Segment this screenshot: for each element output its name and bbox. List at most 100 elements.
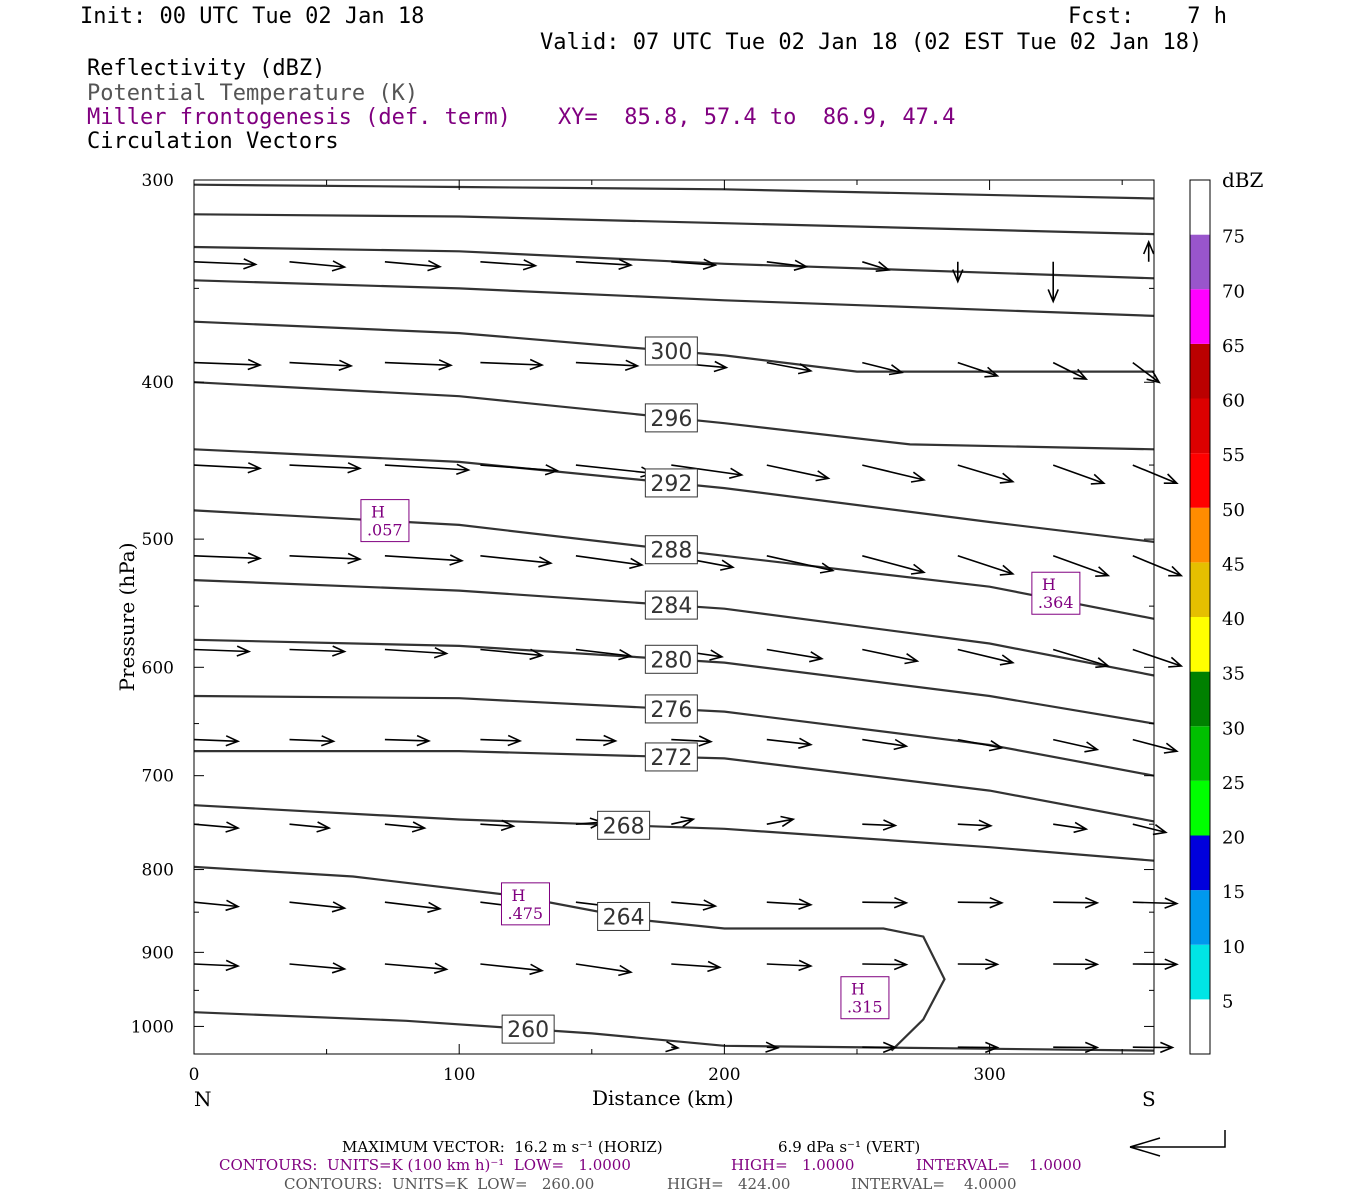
reference-vector — [1129, 1130, 1226, 1157]
colorbar-label: 50 — [1222, 500, 1245, 521]
fronto-max-value: .315 — [847, 998, 883, 1017]
forecast-hour: Fcst: 7 h — [1068, 4, 1227, 29]
fronto-max-2: H.364 — [1031, 571, 1081, 615]
circulation-vector — [1132, 897, 1179, 909]
colorbar-unit: dBZ — [1222, 168, 1264, 192]
fronto-max-label: H — [371, 503, 385, 522]
colorbar-swatch — [1190, 453, 1210, 508]
colorbar-swatch — [1190, 617, 1210, 672]
colorbar-swatch — [1190, 507, 1210, 563]
circulation-vector — [671, 735, 713, 747]
circulation-vector — [384, 463, 471, 476]
colorbar-swatch — [1190, 944, 1210, 1000]
circulation-vector — [480, 963, 545, 976]
y-tick-label: 700 — [142, 767, 174, 787]
y-tick-label: 1000 — [131, 1017, 174, 1037]
circulation-vector — [384, 359, 453, 371]
circulation-vector — [862, 648, 920, 665]
contour-label-260: 260 — [501, 1014, 555, 1044]
contour-label-268: 268 — [597, 810, 651, 840]
y-axis-label: Pressure (hPa) — [115, 542, 139, 692]
theta-contour-276 — [193, 694, 1155, 777]
circulation-vector — [384, 259, 442, 272]
plot-frame — [193, 179, 1155, 1055]
colorbar-label: 75 — [1222, 227, 1245, 248]
axes: 300 400 500 600 700 800 900 1000 0 100 200 300 — [131, 171, 1154, 1085]
circulation-vector — [480, 819, 516, 832]
colorbar-swatch — [1190, 398, 1210, 454]
field-potential-temperature: Potential Temperature (K) — [87, 81, 419, 106]
fronto-contour-interval: INTERVAL= 1.0000 — [916, 1156, 1082, 1174]
colorbar-swatch — [1190, 671, 1210, 727]
y-tick-label: 300 — [142, 171, 174, 191]
circulation-vector — [384, 901, 442, 914]
theta-contour-280 — [193, 638, 1155, 725]
colorbar-swatch — [1190, 726, 1210, 781]
colorbar-label: 35 — [1222, 664, 1245, 685]
max-vector-horiz: MAXIMUM VECTOR: 16.2 m s⁻¹ (HORIZ) — [342, 1138, 663, 1156]
circulation-vector — [1132, 823, 1168, 836]
circulation-vector — [862, 261, 891, 272]
circulation-vector — [957, 555, 1015, 576]
south-label: S — [1142, 1087, 1156, 1111]
y-tick-label: 600 — [142, 658, 174, 678]
svg-text:292: 292 — [650, 472, 692, 497]
circulation-vector — [575, 359, 640, 372]
circulation-vector — [862, 958, 909, 971]
circulation-vector — [1053, 821, 1089, 834]
colorbar-label: 40 — [1222, 609, 1245, 630]
circulation-vector — [480, 358, 545, 371]
circulation-vector — [1047, 261, 1059, 304]
fronto-max-label: H — [511, 886, 525, 905]
circulation-vector — [957, 896, 1004, 909]
circulation-vector — [862, 819, 898, 831]
circulation-vector — [1132, 648, 1184, 668]
circulation-vector — [671, 464, 744, 479]
circulation-vector — [671, 960, 722, 973]
circulation-vector — [766, 555, 835, 574]
circulation-vector — [952, 261, 964, 284]
contour-label-288: 288 — [644, 535, 698, 565]
svg-text:272: 272 — [650, 746, 692, 771]
circulation-vector — [766, 815, 796, 828]
x-tick-label: 300 — [973, 1065, 1005, 1085]
field-circulation-vectors: Circulation Vectors — [87, 129, 339, 154]
fronto-max-label: H — [851, 980, 865, 999]
theta-contour-272 — [194, 750, 1155, 823]
x-tick-label: 100 — [443, 1065, 475, 1085]
svg-text:276: 276 — [650, 698, 692, 723]
circulation-vector — [193, 552, 263, 564]
theta-contour-unlabeled-2 — [193, 245, 1155, 280]
colorbar-label: 25 — [1222, 773, 1245, 794]
circulation-vector — [575, 963, 633, 977]
circulation-vector — [1142, 239, 1155, 262]
circulation-vector — [193, 258, 258, 270]
colorbar-swatch — [1190, 562, 1210, 617]
circulation-vector — [862, 464, 926, 483]
fronto-max-4: H.315 — [840, 976, 890, 1020]
svg-text:296: 296 — [650, 407, 692, 432]
circulation-vector — [289, 735, 336, 747]
circulation-vector — [480, 555, 553, 568]
x-tick-label: 200 — [708, 1065, 740, 1085]
circulation-vector — [289, 901, 347, 913]
colorbar-swatch — [1190, 289, 1210, 344]
y-tick-label: 900 — [142, 943, 174, 963]
theta-contour-268 — [193, 804, 1155, 862]
circulation-vector — [289, 821, 332, 833]
colorbar-label: 70 — [1222, 281, 1245, 302]
circulation-vector — [193, 735, 241, 747]
circulation-vector — [766, 464, 831, 482]
colorbar-label: 5 — [1222, 991, 1233, 1012]
circulation-vector — [766, 259, 809, 271]
circulation-vector — [957, 361, 1000, 378]
x-tick-label: 0 — [189, 1065, 200, 1085]
colorbar-label: 55 — [1222, 445, 1245, 466]
circulation-vector — [1052, 464, 1106, 485]
contour-label-264: 264 — [597, 901, 651, 931]
circulation-vector — [384, 646, 449, 659]
circulation-vector — [862, 1041, 898, 1054]
theta-contour-unlabeled-1 — [193, 213, 1155, 236]
